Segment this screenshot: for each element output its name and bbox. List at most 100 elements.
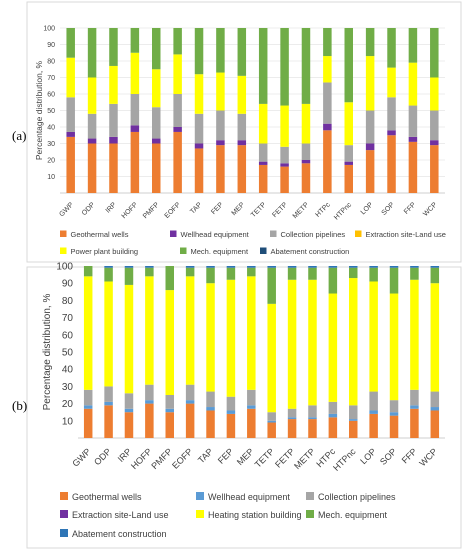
- bar-segment-a-irp-1: [109, 136, 118, 144]
- legend-swatch-a: [170, 230, 177, 237]
- bar-segment-a-ffp-2: [408, 105, 418, 137]
- y-tick-label-a: 50: [47, 108, 55, 115]
- bar-segment-a-lop-2: [365, 110, 375, 144]
- bar-segment-a-pmfp-1: [152, 138, 161, 144]
- bar-segment-b-lop-4: [369, 281, 378, 392]
- bar-segment-b-odp-6: [104, 266, 113, 268]
- y-tick-label-b: 30: [62, 382, 74, 393]
- bar-segment-b-htpc-6: [328, 266, 338, 268]
- bar-segment-b-odp-4: [104, 281, 113, 387]
- bar-segment-a-ffp-0: [408, 141, 418, 193]
- bar-segment-b-fetp-0: [287, 419, 297, 438]
- bar-segment-b-htpnc-2: [349, 405, 358, 420]
- bar-segment-b-tap-0: [206, 410, 215, 438]
- bar-segment-a-sop-0: [387, 135, 396, 193]
- bar-segment-a-fetp-0: [280, 166, 289, 193]
- bar-segment-b-ffp-1: [410, 405, 419, 409]
- bar-segment-a-pmfp-4: [152, 69, 161, 108]
- bar-segment-a-odp-5: [87, 28, 97, 78]
- bar-segment-b-tap-1: [206, 407, 215, 411]
- bar-segment-a-gwp-4: [66, 57, 75, 98]
- bar-segment-a-sop-4: [387, 67, 396, 98]
- y-tick-label-a: 70: [47, 75, 55, 82]
- bar-segment-a-fetp-1: [280, 163, 289, 167]
- y-tick-label-a: 30: [47, 141, 55, 148]
- bar-segment-a-htpc-5: [323, 28, 332, 57]
- bar-segment-b-tetp-5: [267, 267, 276, 304]
- bar-segment-b-metp-6: [308, 266, 317, 268]
- bar-segment-a-ffp-1: [408, 136, 418, 142]
- bar-segment-b-metp-5: [308, 267, 317, 280]
- bar-segment-b-fetp-4: [287, 279, 297, 409]
- bar-segment-a-odp-2: [87, 113, 97, 139]
- bar-segment-b-mep-5: [247, 267, 256, 277]
- legend-label-b: Geothermal wells: [72, 492, 142, 502]
- legend-swatch-a: [60, 230, 67, 237]
- bar-segment-a-eofp-0: [173, 131, 182, 193]
- bar-segment-b-eofp-5: [185, 267, 195, 277]
- bar-segment-b-tap-5: [206, 267, 215, 284]
- y-tick-label-a: 20: [47, 157, 55, 164]
- y-tick-label-b: 50: [62, 348, 74, 359]
- bar-segment-a-gwp-2: [66, 97, 75, 132]
- legend-swatch-b: [60, 510, 68, 518]
- bar-segment-a-ffp-5: [408, 28, 418, 63]
- bar-segment-b-ffp-5: [410, 267, 419, 280]
- bar-segment-b-mep-1: [247, 405, 256, 409]
- bar-segment-a-htpc-2: [323, 82, 332, 124]
- bar-segment-b-metp-1: [308, 417, 317, 420]
- bar-segment-b-hofp-6: [145, 266, 154, 268]
- bar-segment-a-mep-0: [237, 145, 247, 193]
- bar-segment-a-pmfp-2: [152, 107, 161, 139]
- bar-segment-a-tap-2: [194, 113, 204, 144]
- bar-segment-b-htpnc-0: [349, 420, 358, 438]
- bar-segment-b-hofp-0: [145, 403, 154, 438]
- y-tick-label-b: 90: [62, 279, 74, 290]
- bar-segment-b-metp-0: [308, 419, 317, 438]
- bar-segment-b-metp-2: [308, 405, 317, 418]
- bar-segment-b-hofp-2: [145, 384, 154, 401]
- bar-segment-a-wcp-5: [430, 28, 439, 78]
- bar-segment-a-pmfp-5: [152, 28, 161, 70]
- bar-segment-b-htpnc-4: [349, 278, 358, 406]
- bar-segment-a-wcp-1: [430, 140, 439, 146]
- y-tick-label-b: 20: [62, 399, 74, 410]
- bar-segment-b-lop-6: [369, 266, 378, 268]
- bar-segment-b-fep-6: [226, 266, 236, 268]
- bar-segment-b-irp-2: [124, 393, 134, 409]
- bar-segment-b-pmfp-4: [165, 290, 174, 395]
- legend-swatch-b: [196, 510, 204, 518]
- bar-segment-b-tetp-1: [267, 420, 276, 423]
- legend-label-b: Collection pipelines: [318, 492, 396, 502]
- bar-segment-a-odp-4: [87, 77, 97, 114]
- legend-swatch-b: [196, 492, 204, 500]
- bar-segment-b-tap-2: [206, 391, 215, 408]
- bar-segment-b-fep-4: [226, 279, 236, 397]
- bar-segment-a-lop-5: [365, 28, 375, 57]
- bar-segment-b-mep-0: [247, 408, 256, 438]
- y-tick-label-b: 70: [62, 313, 74, 324]
- bar-segment-a-mep-5: [237, 28, 247, 76]
- bar-segment-b-odp-5: [104, 267, 113, 282]
- bar-segment-a-lop-0: [365, 150, 375, 193]
- bar-segment-a-fep-0: [216, 145, 225, 193]
- y-tick-label-a: 10: [47, 174, 55, 181]
- bar-segment-b-hofp-5: [145, 267, 154, 277]
- panel-label-b: (b): [12, 398, 27, 413]
- bar-segment-b-hofp-1: [145, 400, 154, 404]
- legend-swatch-b: [306, 492, 314, 500]
- bar-segment-b-gwp-0: [83, 408, 93, 438]
- bar-segment-a-sop-5: [387, 28, 396, 68]
- bar-segment-a-tetp-0: [258, 164, 268, 193]
- bar-segment-b-wcp-2: [430, 391, 440, 408]
- bar-segment-a-mep-4: [237, 75, 247, 114]
- bar-segment-b-htpc-0: [328, 417, 338, 438]
- bar-segment-a-tetp-1: [258, 161, 268, 165]
- bar-segment-a-irp-2: [109, 103, 118, 137]
- bar-segment-a-fep-2: [216, 110, 225, 141]
- bar-segment-b-htpc-5: [328, 267, 338, 294]
- bar-segment-a-htpc-0: [323, 130, 332, 193]
- bar-segment-b-mep-4: [247, 276, 256, 390]
- bar-segment-a-odp-0: [87, 143, 97, 193]
- legend-swatch-b: [306, 510, 314, 518]
